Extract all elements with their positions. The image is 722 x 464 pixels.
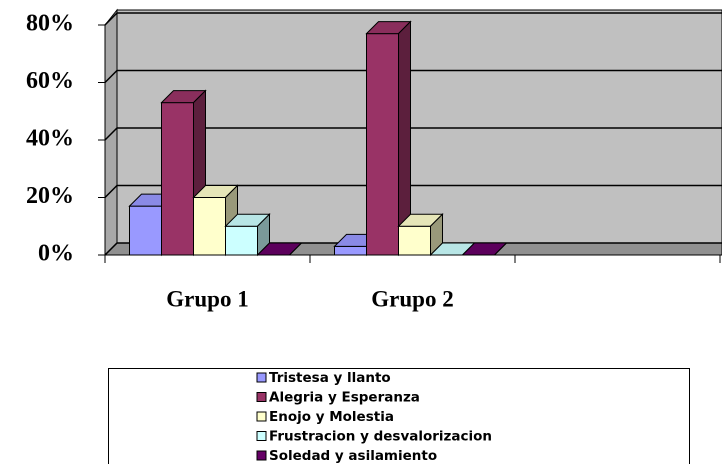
bar xyxy=(334,245,367,256)
bar xyxy=(225,225,258,256)
bar-side xyxy=(494,242,507,256)
legend-swatch xyxy=(256,372,267,383)
legend-label: Frustracion y desvalorizacion xyxy=(269,429,492,445)
bar-group xyxy=(192,184,239,257)
grid-line xyxy=(104,242,722,256)
legend-swatch xyxy=(256,450,267,461)
legend-swatch xyxy=(256,392,267,402)
y-tick-label: 20% xyxy=(26,183,74,209)
bar-side xyxy=(289,242,302,256)
y-tick-label: 40% xyxy=(26,126,74,152)
grid-line xyxy=(104,184,722,199)
bar-group xyxy=(365,20,412,257)
side-wall xyxy=(104,8,118,257)
y-tick-label: 0% xyxy=(38,241,74,267)
grid-line xyxy=(104,69,722,84)
bar-group xyxy=(224,213,271,257)
bar-group xyxy=(256,242,303,256)
legend-label: Soledad y asilamiento xyxy=(269,448,437,464)
legend-swatch xyxy=(256,431,267,441)
y-tick-label: 60% xyxy=(26,68,74,94)
bar xyxy=(193,197,226,256)
grid-line xyxy=(104,12,722,26)
legend-label: Enojo y Molestia xyxy=(269,409,394,425)
x-tick-label: Grupo 2 xyxy=(371,286,453,311)
bar-group xyxy=(397,213,444,257)
legend-label: Alegria y Esperanza xyxy=(269,390,420,406)
legend-label: Tristesa y llanto xyxy=(269,370,391,386)
grid-line xyxy=(104,127,722,141)
x-tick-label: Grupo 1 xyxy=(166,286,248,311)
y-tick-label: 80% xyxy=(26,11,74,37)
bar xyxy=(366,33,399,256)
bar-group xyxy=(461,242,508,256)
legend-swatch xyxy=(256,411,267,422)
bar xyxy=(161,102,194,256)
legend-box xyxy=(108,368,690,464)
bar xyxy=(129,205,162,256)
bar xyxy=(398,225,431,256)
